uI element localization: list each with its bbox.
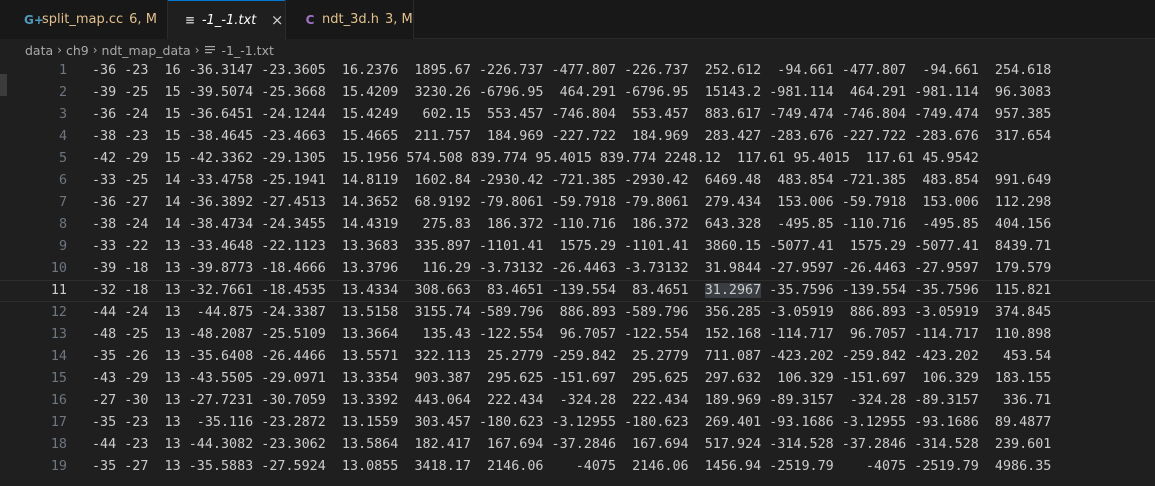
tab-ndt-3d-h[interactable]: C ndt_3d.h 3, M [286, 0, 414, 39]
line-number: 4 [58, 129, 67, 144]
line-content: -36 -23 16 -36.3147 -23.3605 16.2376 189… [92, 63, 1052, 78]
line-number: 15 [50, 371, 67, 386]
chevron-right-icon: › [92, 43, 98, 57]
editor-line[interactable]: 12 -44 -24 13 -44.875 -24.3387 13.5158 31… [0, 302, 1155, 324]
editor-line[interactable]: 2 -39 -25 15 -39.5074 -25.3668 15.4209 32… [0, 82, 1155, 104]
editor-line[interactable]: 11 -32 -18 13 -32.7661 -18.4535 13.4334 3… [0, 280, 1155, 302]
tab-bar: G+ split_map.cc 6, M ≡ -1_-1.txt × C ndt… [0, 0, 1155, 40]
line-number: 19 [50, 459, 67, 474]
line-number: 1 [58, 63, 67, 78]
line-number: 17 [50, 415, 67, 430]
line-number: 8 [58, 217, 67, 232]
line-content: -36 -27 14 -36.3892 -27.4513 14.3652 68.… [92, 195, 1052, 210]
text-file-icon: ≡ [184, 13, 195, 27]
line-content: -36 -24 15 -36.6451 -24.1244 15.4249 602… [92, 107, 1052, 122]
tab-1-1-txt[interactable]: ≡ -1_-1.txt × [168, 0, 286, 40]
text-editor[interactable]: 1 -36 -23 16 -36.3147 -23.3605 16.2376 18… [0, 60, 1155, 486]
line-content: -43 -29 13 -43.5505 -29.0971 13.3354 903… [92, 371, 1052, 386]
scroll-indicator [0, 74, 7, 96]
line-content: -42 -29 15 -42.3362 -29.1305 15.1956 574… [92, 151, 979, 166]
breadcrumb-item-data[interactable]: data [25, 42, 54, 58]
line-number: 9 [58, 239, 67, 254]
editor-line[interactable]: 4 -38 -23 15 -38.4645 -23.4663 15.4665 21… [0, 126, 1155, 148]
chevron-right-icon: › [57, 43, 62, 57]
editor-line[interactable]: 14 -35 -26 13 -35.6408 -26.4466 13.5571 3… [0, 346, 1155, 368]
line-content: -27 -30 13 -27.7231 -30.7059 13.3392 443… [92, 393, 1052, 408]
tab-status-badge: 6, M [129, 12, 157, 27]
line-content: -48 -25 13 -48.2087 -25.5109 13.3664 135… [92, 327, 1052, 342]
editor-line[interactable]: 13 -48 -25 13 -48.2087 -25.5109 13.3664 1… [0, 324, 1155, 346]
selection-highlight: 31.2967 [704, 283, 762, 298]
editor-line[interactable]: 17 -35 -23 13 -35.116 -23.2872 13.1559 30… [0, 412, 1155, 434]
line-number: 10 [50, 261, 67, 276]
line-content: -33 -22 13 -33.4648 -22.1123 13.3683 335… [92, 239, 1052, 254]
line-content: -38 -23 15 -38.4645 -23.4663 15.4665 211… [92, 129, 1052, 144]
c-header-file-icon: C [305, 12, 315, 27]
cpp-file-icon: G+ [24, 12, 44, 27]
editor-line[interactable]: 18 -44 -23 13 -44.3082 -23.3062 13.5864 1… [0, 434, 1155, 456]
line-content: -35 -27 13 -35.5883 -27.5924 13.0855 341… [92, 459, 1052, 474]
line-number: 18 [50, 437, 67, 452]
line-number: 3 [58, 107, 67, 122]
line-content: -39 -18 13 -39.8773 -18.4666 13.3796 116… [92, 261, 1052, 276]
breadcrumb-item-ndt-map-data[interactable]: ndt_map_data [101, 42, 191, 58]
line-content: -33 -25 14 -33.4758 -25.1941 14.8119 160… [92, 173, 1052, 188]
editor-line[interactable]: 9 -33 -22 13 -33.4648 -22.1123 13.3683 33… [0, 236, 1155, 258]
chevron-right-icon: › [194, 43, 200, 57]
editor-line[interactable]: 6 -33 -25 14 -33.4758 -25.1941 14.8119 16… [0, 170, 1155, 192]
line-content: -38 -24 14 -38.4734 -24.3455 14.4319 275… [92, 217, 1052, 232]
line-number: 6 [58, 173, 67, 188]
line-content: -35 -23 13 -35.116 -23.2872 13.1559 303.… [92, 415, 1052, 430]
line-number: 16 [50, 393, 67, 408]
editor-line[interactable]: 19 -35 -27 13 -35.5883 -27.5924 13.0855 3… [0, 456, 1155, 478]
line-number: 13 [50, 327, 67, 342]
breadcrumb: data › ch9 › ndt_map_data › -1_-1.txt [25, 40, 274, 60]
line-content: -35 -26 13 -35.6408 -26.4466 13.5571 322… [92, 349, 1052, 364]
text-file-icon [204, 44, 216, 56]
line-number: 5 [58, 151, 67, 166]
editor-line[interactable]: 16 -27 -30 13 -27.7231 -30.7059 13.3392 4… [0, 390, 1155, 412]
breadcrumb-item-ch9[interactable]: ch9 [65, 42, 89, 58]
line-content: -39 -25 15 -39.5074 -25.3668 15.4209 323… [92, 85, 1052, 100]
editor-line[interactable]: 10 -39 -18 13 -39.8773 -18.4666 13.3796 1… [0, 258, 1155, 280]
line-number: 7 [58, 195, 67, 210]
tab-split-map-cc[interactable]: G+ split_map.cc 6, M [0, 0, 168, 39]
tab-label: split_map.cc [42, 12, 124, 27]
tab-label: ndt_3d.h [322, 12, 379, 27]
line-number: 12 [50, 305, 67, 320]
tab-label: -1_-1.txt [201, 12, 257, 28]
line-content: -44 -24 13 -44.875 -24.3387 13.5158 3155… [92, 305, 1052, 320]
breadcrumb-item-file[interactable]: -1_-1.txt [221, 42, 274, 58]
close-icon[interactable]: × [270, 11, 284, 29]
editor-line[interactable]: 15 -43 -29 13 -43.5505 -29.0971 13.3354 9… [0, 368, 1155, 390]
editor-line[interactable]: 5 -42 -29 15 -42.3362 -29.1305 15.1956 57… [0, 148, 1155, 170]
line-content: -44 -23 13 -44.3082 -23.3062 13.5864 182… [92, 437, 1052, 452]
editor-line[interactable]: 7 -36 -27 14 -36.3892 -27.4513 14.3652 68… [0, 192, 1155, 214]
line-number: 2 [58, 85, 67, 100]
tab-status-badge: 3, M [384, 12, 413, 27]
editor-line[interactable]: 3 -36 -24 15 -36.6451 -24.1244 15.4249 60… [0, 104, 1155, 126]
editor-line[interactable]: 8 -38 -24 14 -38.4734 -24.3455 14.4319 27… [0, 214, 1155, 236]
line-number: 14 [50, 349, 67, 364]
line-content: -32 -18 13 -32.7661 -18.4535 13.4334 308… [92, 283, 1052, 298]
line-number: 11 [50, 283, 67, 298]
editor-line[interactable]: 1 -36 -23 16 -36.3147 -23.3605 16.2376 18… [0, 60, 1155, 82]
